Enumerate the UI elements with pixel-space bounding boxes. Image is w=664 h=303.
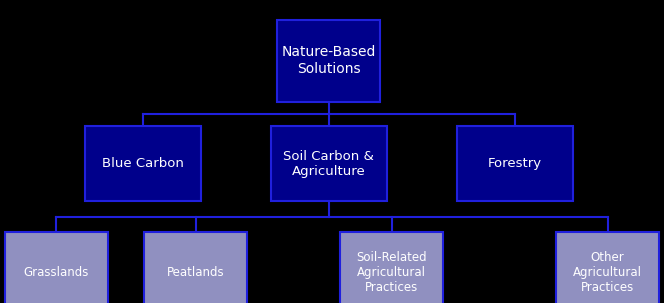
FancyBboxPatch shape <box>278 20 380 102</box>
Text: Peatlands: Peatlands <box>167 266 224 279</box>
FancyBboxPatch shape <box>271 126 387 201</box>
FancyBboxPatch shape <box>145 232 247 303</box>
FancyBboxPatch shape <box>556 232 659 303</box>
Text: Soil-Related
Agricultural
Practices: Soil-Related Agricultural Practices <box>357 251 427 294</box>
FancyBboxPatch shape <box>457 126 573 201</box>
Text: Blue Carbon: Blue Carbon <box>102 157 184 170</box>
Text: Other
Agricultural
Practices: Other Agricultural Practices <box>573 251 642 294</box>
Text: Nature-Based
Solutions: Nature-Based Solutions <box>282 45 376 76</box>
Text: Grasslands: Grasslands <box>24 266 89 279</box>
Text: Forestry: Forestry <box>487 157 542 170</box>
FancyBboxPatch shape <box>85 126 201 201</box>
Text: Soil Carbon &
Agriculture: Soil Carbon & Agriculture <box>284 150 374 178</box>
FancyBboxPatch shape <box>340 232 444 303</box>
FancyBboxPatch shape <box>5 232 108 303</box>
